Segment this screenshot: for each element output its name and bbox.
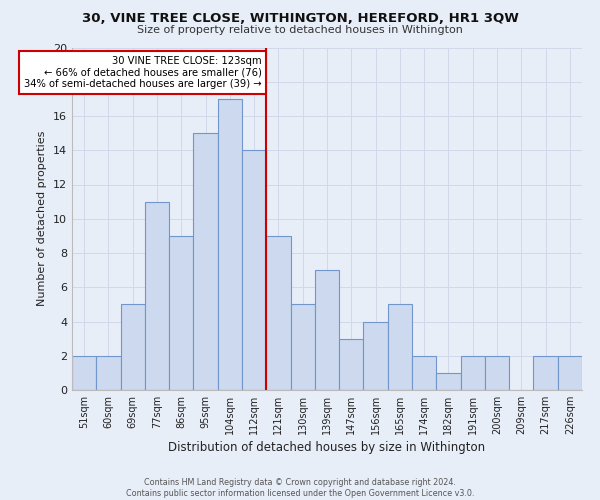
Bar [436, 373, 461, 390]
Bar [290, 304, 315, 390]
Bar [121, 304, 145, 390]
Bar [96, 356, 121, 390]
Text: Contains HM Land Registry data © Crown copyright and database right 2024.
Contai: Contains HM Land Registry data © Crown c… [126, 478, 474, 498]
Bar [412, 356, 436, 390]
Bar [461, 356, 485, 390]
Bar [242, 150, 266, 390]
Bar [193, 133, 218, 390]
Text: Size of property relative to detached houses in Withington: Size of property relative to detached ho… [137, 25, 463, 35]
Bar [339, 338, 364, 390]
Y-axis label: Number of detached properties: Number of detached properties [37, 131, 47, 306]
X-axis label: Distribution of detached houses by size in Withington: Distribution of detached houses by size … [169, 441, 485, 454]
Text: 30 VINE TREE CLOSE: 123sqm
← 66% of detached houses are smaller (76)
34% of semi: 30 VINE TREE CLOSE: 123sqm ← 66% of deta… [24, 56, 262, 90]
Bar [266, 236, 290, 390]
Bar [533, 356, 558, 390]
Bar [145, 202, 169, 390]
Bar [72, 356, 96, 390]
Bar [315, 270, 339, 390]
Bar [388, 304, 412, 390]
Text: 30, VINE TREE CLOSE, WITHINGTON, HEREFORD, HR1 3QW: 30, VINE TREE CLOSE, WITHINGTON, HEREFOR… [82, 12, 518, 26]
Bar [558, 356, 582, 390]
Bar [364, 322, 388, 390]
Bar [169, 236, 193, 390]
Bar [485, 356, 509, 390]
Bar [218, 99, 242, 390]
